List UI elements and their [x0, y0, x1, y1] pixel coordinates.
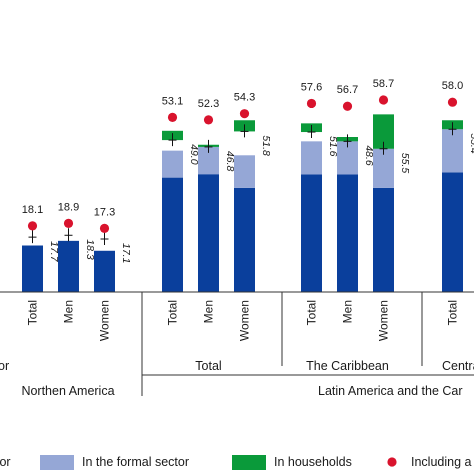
bar-segment-base — [162, 177, 183, 292]
bar-segment-base — [22, 245, 43, 292]
legend-label: tor — [0, 455, 11, 469]
bar-segment-households — [373, 114, 394, 149]
marker-dot — [63, 218, 74, 229]
category-tick-label: Women — [377, 300, 391, 341]
bar-segment-formal — [442, 129, 463, 173]
bar-segment-formal — [198, 146, 219, 175]
chart-marks — [22, 95, 463, 292]
total-value-label: 57.6 — [301, 81, 322, 93]
informal-value-label: 55.4 — [468, 133, 474, 154]
chart-labels: 18.1 17.7 Total 18.9 18.3 Men 17.3 17.1 Women 53.… — [0, 78, 474, 398]
total-value-label: 17.3 — [94, 206, 115, 218]
total-value-label: 18.1 — [22, 204, 43, 216]
marker-dot — [99, 223, 110, 233]
bar-segment-base — [94, 250, 115, 292]
informal-value-label: 18.3 — [84, 239, 96, 260]
bar-segment-base — [234, 187, 255, 292]
bar-segment-base — [301, 174, 322, 292]
category-tick-label: Women — [98, 300, 112, 341]
legend-label: In the formal sector — [82, 455, 189, 469]
cut-off-label: or — [0, 359, 9, 373]
supergroup-label: Latin America and the Car — [318, 384, 463, 398]
marker-dot — [27, 221, 38, 231]
bar-segment-formal — [234, 155, 255, 188]
bar-segment-base — [58, 240, 79, 292]
group-label: Total — [195, 359, 221, 373]
category-tick-label: Women — [238, 300, 252, 341]
marker-dot — [378, 95, 389, 105]
supergroup-label: Northen America — [21, 384, 114, 398]
total-value-label: 58.7 — [373, 78, 394, 90]
total-value-label: 53.1 — [162, 95, 183, 107]
bar-segment-base — [337, 174, 358, 292]
bar-segment-base — [198, 174, 219, 292]
marker-dot — [447, 97, 458, 107]
total-value-label: 54.3 — [234, 92, 255, 104]
total-value-label: 18.9 — [58, 201, 79, 213]
legend-label: In households — [274, 455, 352, 469]
total-value-label: 52.3 — [198, 98, 219, 110]
marker-dot — [342, 101, 353, 111]
legend-marker-dot — [387, 457, 397, 467]
informal-value-label: 51.6 — [327, 136, 339, 157]
bar-segment-base — [442, 172, 463, 292]
bar-segment-base — [373, 187, 394, 292]
legend-label: Including a — [411, 455, 472, 469]
category-tick-label: Men — [341, 300, 355, 323]
marker-dot — [239, 109, 250, 119]
group-label: Centra — [442, 359, 474, 373]
category-tick-label: Total — [446, 300, 460, 325]
chart-axis — [0, 291, 474, 396]
chart-legend: tor In the formal sector In households Incl… — [0, 455, 472, 470]
informal-value-label: 55.5 — [399, 153, 411, 174]
marker-dot — [203, 115, 214, 125]
category-tick-label: Total — [166, 300, 180, 325]
bar-segment-formal — [162, 150, 183, 178]
informal-value-label: 48.6 — [363, 145, 375, 166]
category-tick-label: Total — [305, 300, 319, 325]
legend-swatch-households — [232, 455, 266, 470]
informal-value-label: 46.8 — [224, 151, 236, 172]
group-label: The Caribbean — [306, 359, 389, 373]
informal-value-label: 51.8 — [260, 135, 272, 156]
marker-dot — [306, 98, 317, 109]
marker-dot — [167, 112, 178, 122]
category-tick-label: Men — [202, 300, 216, 323]
informal-value-label: 17.1 — [120, 243, 132, 263]
bar-segment-formal — [301, 141, 322, 175]
category-tick-label: Total — [26, 300, 40, 325]
informal-value-label: 49.0 — [188, 144, 200, 165]
bar-segment-formal — [373, 148, 394, 188]
total-value-label: 58.0 — [442, 80, 463, 92]
category-tick-label: Men — [62, 300, 76, 323]
legend-swatch-formal — [40, 455, 74, 470]
bar-segment-formal — [337, 141, 358, 175]
total-value-label: 56.7 — [337, 84, 358, 96]
informal-value-label: 17.7 — [48, 241, 60, 263]
